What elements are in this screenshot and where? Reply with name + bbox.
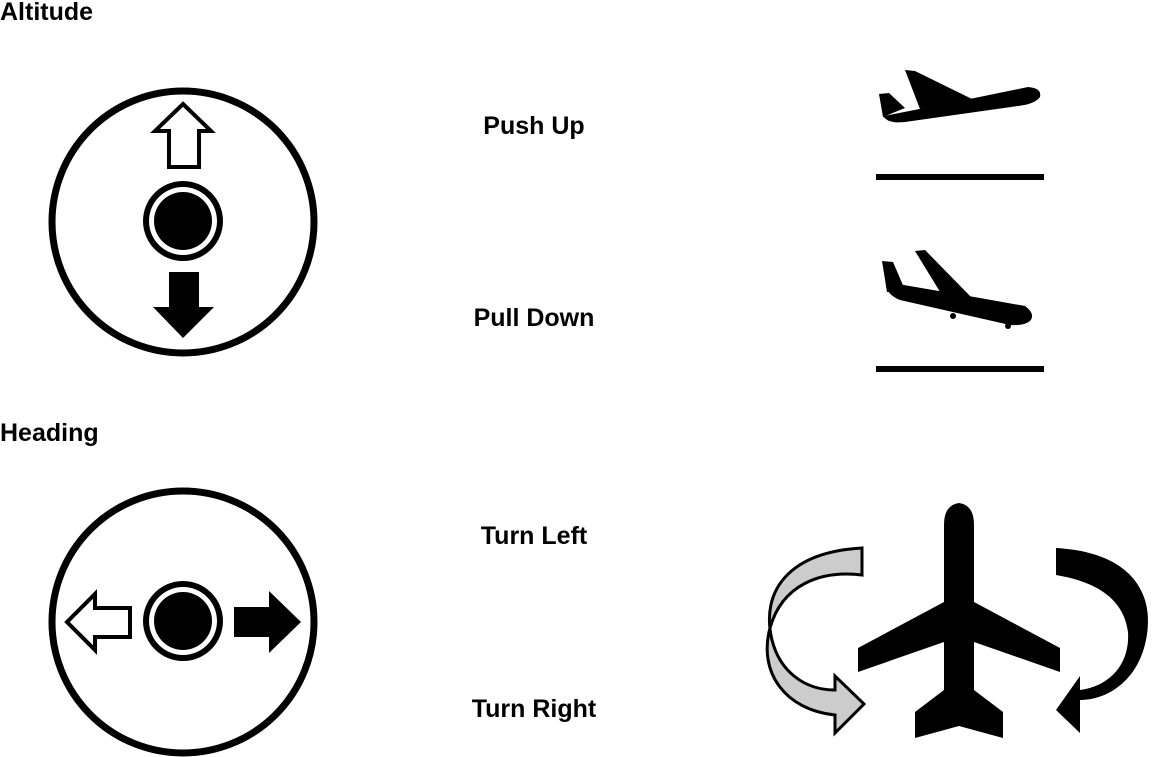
- turn-right-arrow-icon: [1056, 548, 1148, 733]
- left-arrow-icon: [64, 589, 132, 655]
- airplane-takeoff-icon: [876, 70, 1044, 180]
- joystick-up-down-icon: [48, 87, 318, 357]
- altitude-section-title: Altitude: [0, 0, 94, 26]
- joystick-left-right-icon: [48, 487, 318, 757]
- right-arrow-icon: [234, 591, 301, 653]
- up-arrow-icon: [150, 101, 216, 169]
- airplane-landing-icon: [876, 250, 1044, 372]
- down-arrow-icon: [153, 272, 214, 338]
- airplane-turn-icon: [765, 503, 1148, 738]
- turn-left-arrow-icon: [765, 546, 867, 737]
- pull-down-label: Pull Down: [473, 304, 595, 332]
- turn-right-label: Turn Right: [471, 695, 597, 723]
- heading-section-title: Heading: [0, 419, 99, 447]
- turn-left-label: Turn Left: [480, 522, 588, 550]
- push-up-label: Push Up: [483, 112, 585, 140]
